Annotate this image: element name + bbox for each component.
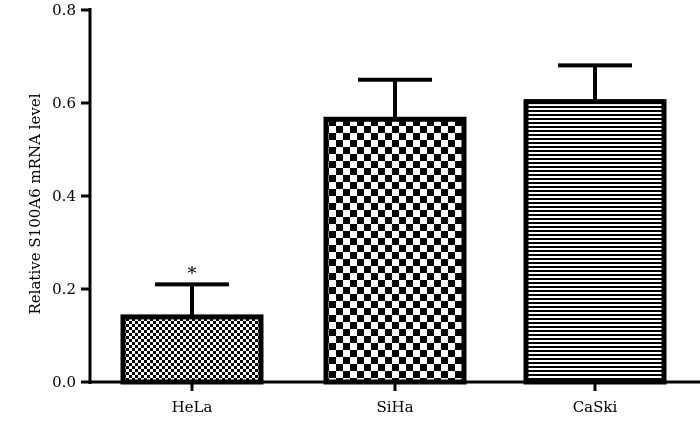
y-tick-label: 0.4: [52, 187, 76, 205]
x-tick-label: CaSki: [573, 398, 618, 416]
y-tick-label: 0.0: [52, 373, 76, 391]
x-tick-label: SiHa: [376, 398, 413, 416]
y-axis: 0.0 0.2 0.4 0.6 0.8: [52, 1, 92, 391]
x-axis: HeLa SiHa CaSki: [89, 380, 700, 416]
y-axis-title: Relative S100A6 mRNA level: [26, 93, 44, 314]
y-tick-label: 0.6: [52, 94, 76, 112]
y-tick-label: 0.2: [52, 280, 76, 298]
annotations: *: [188, 263, 197, 284]
bars: [120, 99, 667, 385]
error-bars: [155, 63, 632, 317]
bar-hela: [120, 314, 264, 385]
y-tick-label: 0.8: [52, 1, 76, 19]
bar-siha: [323, 116, 467, 385]
bar-caski: [523, 99, 667, 385]
x-tick-label: HeLa: [172, 398, 213, 416]
significance-marker: *: [188, 263, 197, 284]
